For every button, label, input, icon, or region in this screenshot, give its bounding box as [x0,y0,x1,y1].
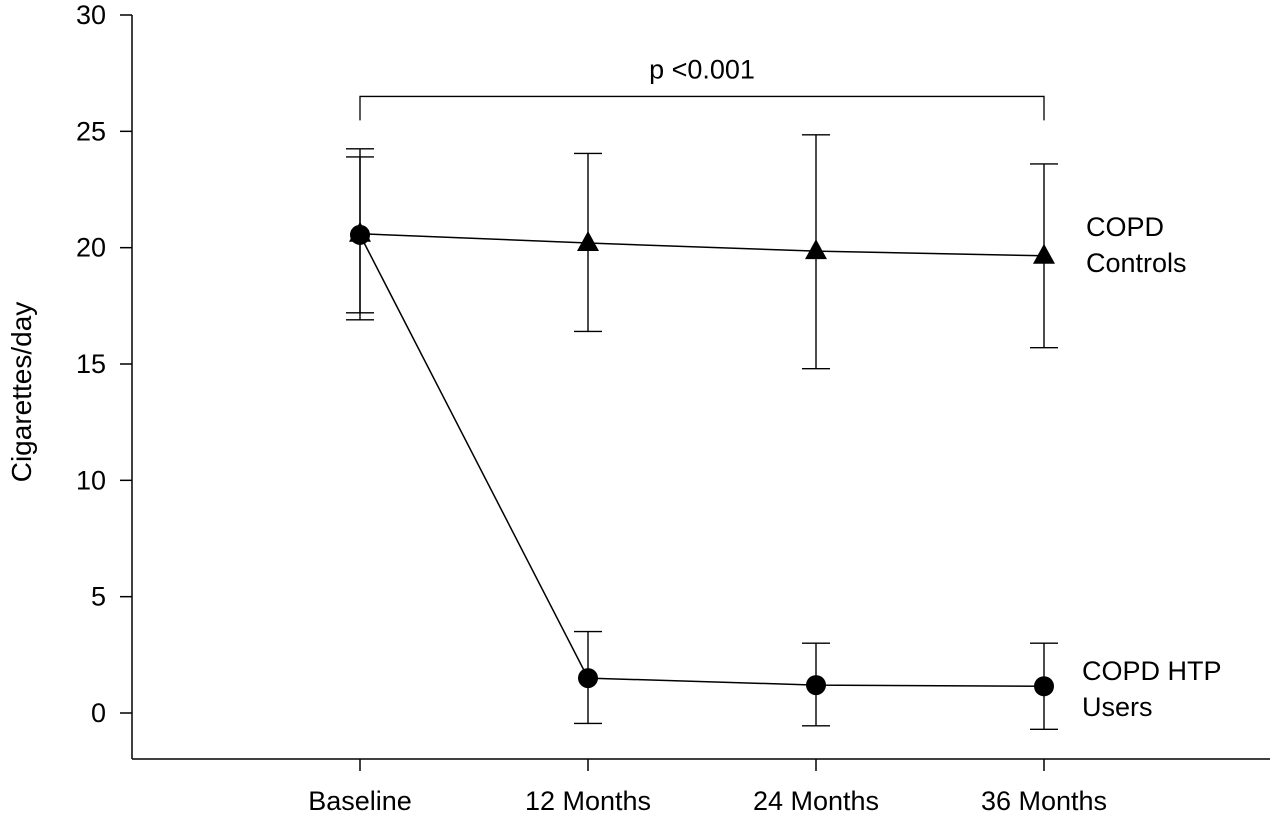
data-point-triangle [805,239,827,260]
x-tick-label: 24 Months [753,786,879,816]
series-label: COPD HTP Users [1082,656,1222,722]
data-point-circle [350,224,370,245]
series-label: COPD Controls [1086,212,1187,278]
x-tick-label: Baseline [308,786,412,816]
annotations: p <0.001 [359,54,1045,121]
significance-bracket: p <0.001 [359,54,1045,121]
series-label-line: Users [1082,692,1153,722]
series-copd-controls: COPD Controls [346,134,1187,370]
series-line [359,232,1045,257]
y-tick-label: 5 [91,582,106,612]
y-tick-label: 20 [76,233,106,263]
y-tick-label: 10 [76,465,106,495]
data-point-triangle [577,231,599,252]
bracket-line [359,95,1045,121]
data-point-circle [806,675,826,696]
series-label-line: COPD [1086,212,1164,242]
series-label-line: COPD HTP [1082,656,1222,686]
p-value-label: p <0.001 [649,54,755,84]
x-tick-label: 36 Months [981,786,1107,816]
y-tick-label: 30 [76,0,106,30]
series-label-line: Controls [1086,248,1187,278]
axes: 0 5 10 15 20 25 30 Baseline 12 Months 24 Months 36… [6,0,1270,816]
y-axis-label: Cigarettes/day [6,302,37,483]
y-tick-label: 25 [76,116,106,146]
data-point-triangle [1033,243,1055,264]
x-tick-label: 12 Months [525,786,651,816]
series-layer: COPD Controls COPD HTP Users [346,134,1222,730]
series-copd-htp-users: COPD HTP Users [346,148,1222,730]
y-tick-label: 0 [91,698,106,728]
data-point-circle [578,668,598,689]
series-line [359,234,1045,687]
data-point-circle [1034,676,1054,697]
y-tick-label: 15 [76,349,106,379]
